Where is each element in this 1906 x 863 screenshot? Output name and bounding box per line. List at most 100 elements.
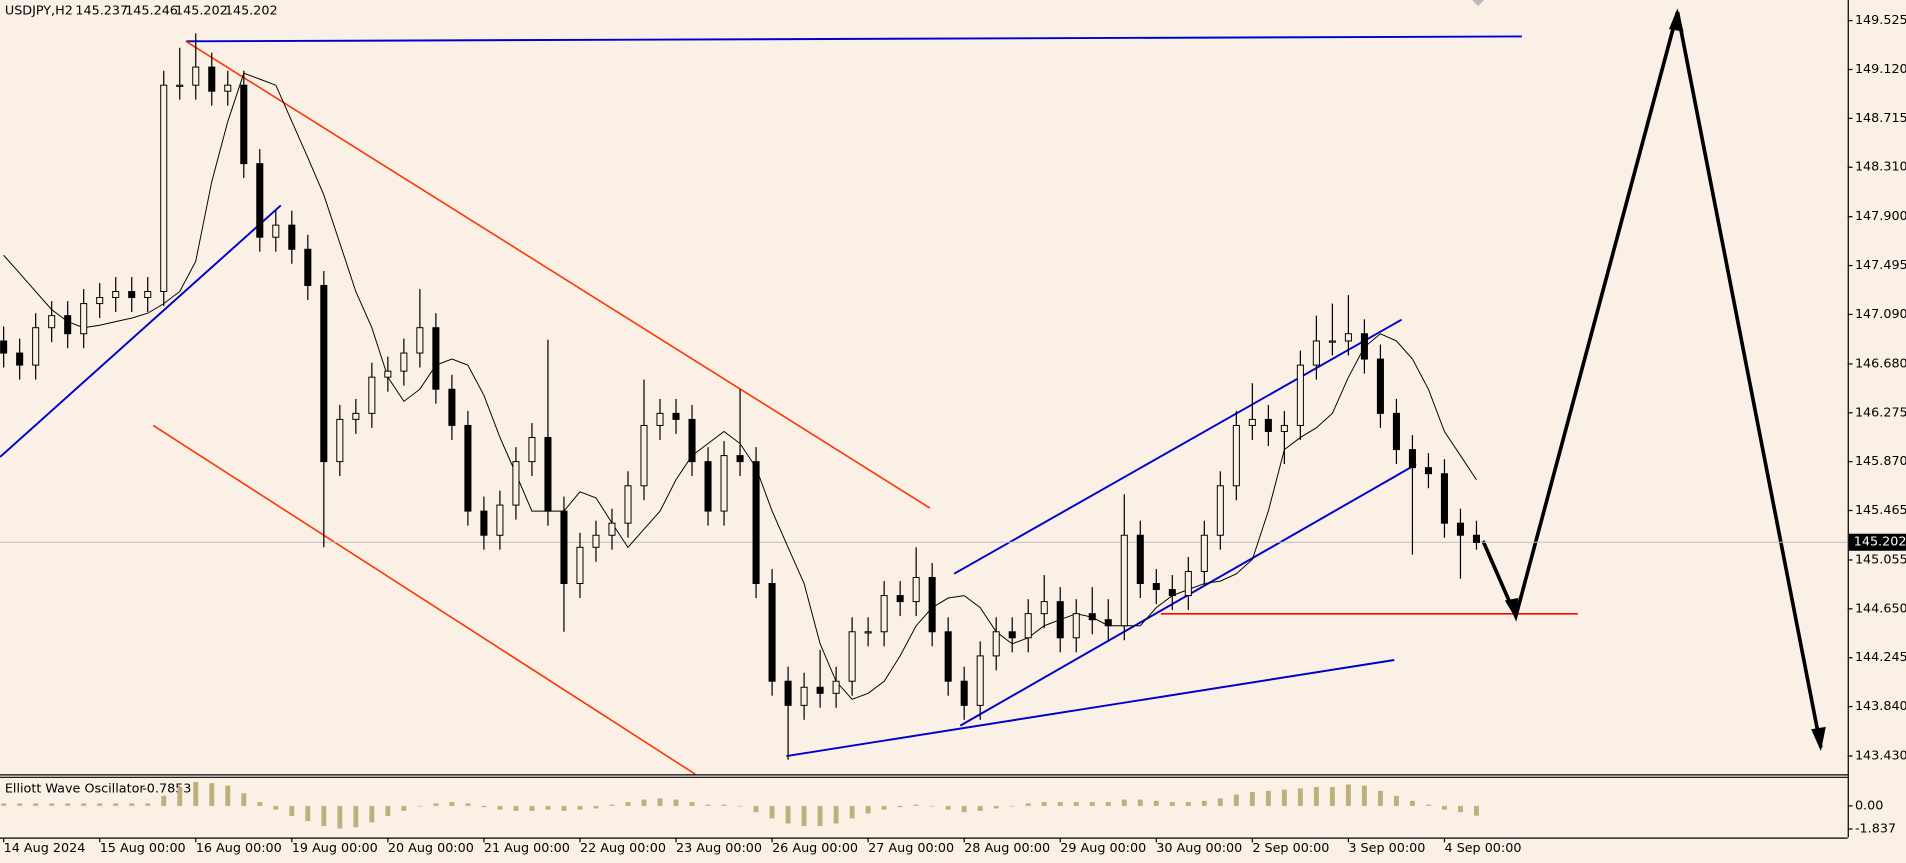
y-tick-label: 149.120 — [1855, 62, 1906, 77]
oscillator-bar — [689, 802, 695, 806]
candle-body — [1248, 418, 1256, 426]
candle-body — [896, 595, 904, 603]
oscillator-bar — [129, 803, 135, 806]
candle-body — [1216, 485, 1224, 536]
y-tick-label: 0.00 — [1855, 798, 1883, 813]
oscillator-bar — [1137, 799, 1143, 806]
oscillator-bar — [1297, 788, 1303, 806]
candle-body — [1040, 601, 1048, 615]
candle-body — [624, 485, 632, 524]
candle-body — [1408, 449, 1416, 469]
candle-body — [80, 303, 88, 335]
candle-body — [112, 291, 120, 299]
candle-body — [1424, 467, 1432, 475]
candle-body — [688, 418, 696, 463]
oscillator-bar — [1361, 785, 1367, 806]
oscillator-bar — [161, 795, 167, 806]
candle-body — [128, 291, 136, 299]
candle-body — [448, 388, 456, 426]
candle-body — [1056, 601, 1064, 639]
candle-body — [224, 84, 232, 92]
candle-body — [1008, 631, 1016, 639]
candle-body — [976, 655, 984, 706]
oscillator-bar — [1249, 792, 1255, 806]
oscillator-bar — [801, 805, 807, 827]
candle-body — [1136, 534, 1144, 584]
oscillator-bar — [1217, 798, 1223, 806]
oscillator-bar — [289, 805, 295, 816]
oscillator-bar — [833, 805, 839, 824]
candle-body — [144, 291, 152, 299]
oscillator-bar — [705, 804, 711, 806]
oscillator-bar — [529, 805, 535, 811]
trendline — [786, 659, 1395, 757]
candle-body — [528, 437, 536, 463]
candle-body — [0, 340, 8, 354]
oscillator-bar — [1057, 802, 1063, 806]
oscillator-bar — [945, 805, 951, 810]
candle-body — [384, 370, 392, 378]
x-tick-label: 15 Aug 00:00 — [100, 841, 186, 856]
oscillator-bar — [673, 799, 679, 806]
oscillator-bar — [753, 805, 759, 813]
oscillator-bar — [1089, 802, 1095, 806]
oscillator-bar — [1265, 790, 1271, 806]
oscillator-bar — [1410, 800, 1415, 806]
candle-body — [864, 631, 872, 634]
x-tick-label: 22 Aug 00:00 — [580, 841, 666, 856]
y-tick-label: 145.870 — [1855, 454, 1906, 469]
candle-body — [800, 686, 808, 706]
candle-body — [608, 522, 616, 536]
y-tick-label: 144.650 — [1855, 601, 1906, 616]
candle-body — [48, 315, 56, 329]
oscillator-bar — [465, 803, 471, 806]
oscillator-bar — [1121, 799, 1127, 806]
oscillator-bar — [993, 805, 999, 809]
candle-body — [160, 84, 168, 292]
candle-body — [1440, 473, 1448, 524]
candle-body — [576, 546, 584, 584]
candle-body — [1232, 424, 1240, 487]
candle-body — [704, 461, 712, 512]
oscillator-bar — [97, 803, 103, 806]
oscillator-bar — [145, 803, 151, 806]
candle-body — [96, 297, 104, 305]
candle-body — [848, 631, 856, 682]
candle-body — [432, 327, 440, 390]
header-value: 145.202 — [175, 3, 228, 18]
y-tick-label: 146.680 — [1855, 356, 1906, 371]
candle-body — [1312, 340, 1320, 366]
y-tick-label: 147.090 — [1855, 307, 1906, 322]
oscillator-bar — [1169, 802, 1175, 806]
price-label: 145.202 — [1854, 535, 1906, 550]
x-tick-label: 28 Aug 00:00 — [964, 841, 1050, 856]
oscillator-bar — [849, 805, 855, 819]
oscillator-bar — [369, 805, 375, 823]
y-tick-label: 143.430 — [1855, 749, 1906, 764]
oscillator-bar — [257, 802, 263, 806]
candle-body — [1456, 522, 1464, 536]
candle-body — [288, 224, 296, 250]
candle-body — [176, 84, 184, 87]
y-tick-label: 147.900 — [1855, 209, 1906, 224]
oscillator-bar — [1458, 805, 1463, 813]
oscillator-bar — [1009, 805, 1015, 807]
oscillator-bar — [1185, 802, 1191, 806]
shift-marker — [1472, 0, 1485, 7]
oscillator-bar — [961, 805, 967, 813]
candle-body — [208, 66, 216, 92]
candle-body — [1344, 333, 1352, 342]
oscillator-bar — [721, 804, 727, 806]
oscillator-bar — [769, 805, 775, 819]
oscillator-bar — [1442, 805, 1447, 810]
oscillator-bar — [1, 803, 7, 806]
candle-body — [1152, 583, 1160, 591]
oscillator-bar — [65, 803, 71, 806]
x-tick-label: 2 Sep 00:00 — [1252, 841, 1329, 856]
candle-body — [1264, 418, 1272, 432]
oscillator-bar — [193, 781, 199, 806]
candle-body — [304, 248, 312, 286]
